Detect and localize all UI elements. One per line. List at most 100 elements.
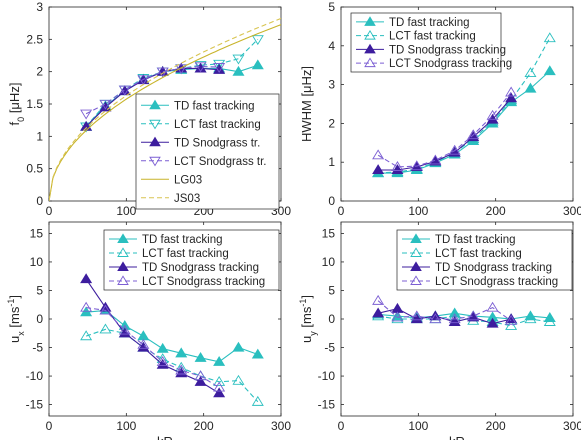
data-point [372,149,385,160]
data-point [99,304,112,315]
legend-label: TD fast tracking [435,234,516,246]
data-point [505,320,518,330]
data-point [448,144,461,155]
series-lct-snodgrass-tracking [372,86,518,171]
x-tick-label: 0 [46,419,53,433]
series-line [86,309,258,363]
data-point [505,314,518,325]
legend: TD fast tracking LCT fast tracking TD Snod… [103,229,280,291]
legend-label: LCT fast tracking [174,119,261,131]
series-line [49,17,281,201]
data-point [80,301,93,312]
x-tick-label: 100 [408,419,428,433]
y-axis-label-part: -1 [298,299,308,307]
y-tick-label: -5 [324,341,335,355]
data-point [410,313,423,324]
data-point [99,323,112,334]
y-tick-label: -10 [26,369,44,383]
legend-label: TD Snodgrass tracking [389,44,506,56]
legend-box [350,12,502,73]
legend-marker [364,43,376,54]
data-point [80,330,93,341]
legend-label: TD fast tracking [142,234,223,246]
series-lct-snodgrass-tr- [80,62,226,120]
data-point [251,348,264,359]
y-tick-label: 3 [328,78,335,92]
x-tick-label: 100 [408,204,428,218]
y-axis-label-part: f [7,121,22,125]
data-point [467,310,480,321]
panel-4: 0 100 200 300 -15 -10 -5 0 5 10 15 kR uy [ms-1] TD fa… [298,221,581,440]
plot-area [372,32,556,178]
series-line [49,24,281,201]
data-point [251,35,264,46]
series-line [378,37,551,174]
y-tick-label: 0 [328,312,335,326]
data-point [391,164,404,175]
y-axis-label-part: u [7,336,22,343]
data-point [448,313,461,324]
data-point [524,313,537,324]
legend-label: TD Snodgrass tracking [142,262,259,274]
data-point [372,307,385,318]
panel-2: 0 100 200 300 0 1 2 3 4 5 HWHM [μHz] TD fast tracki… [299,0,581,218]
y-tick-label: 2 [36,65,43,79]
legend-label: TD Snodgrass tracking [435,262,552,274]
y-axis-label-part: 0 [16,117,26,122]
legend-marker [149,156,161,167]
legend-marker [149,119,161,130]
data-point [213,387,226,398]
data-point [391,313,404,324]
legend-label: TD fast tracking [389,17,470,29]
data-point [118,324,131,335]
data-point [213,355,226,366]
y-axis-label-part: [ [7,109,22,117]
y-tick-label: 2 [328,116,335,130]
y-tick-label: 5 [328,0,335,14]
y-axis-label-part: -1 [6,299,16,307]
data-point [213,63,226,74]
legend-marker [410,233,422,243]
legend-label: LCT fast tracking [142,248,229,260]
data-point [505,92,518,103]
y-axis-label-part: μ [299,85,314,93]
x-axis-label: kR [449,434,465,440]
y-tick-label: 15 [30,226,44,240]
data-point [372,294,385,305]
legend-label: LCT Snodgrass tr. [174,156,266,168]
data-point [543,65,556,76]
legend-label: LCT Snodgrass tracking [435,276,558,288]
y-axis-label-part: x [16,331,26,336]
y-axis-label-part: [ms [299,306,314,331]
series-line [85,278,220,394]
x-tick-label: 0 [338,419,345,433]
data-point [543,32,556,43]
data-point [80,109,93,120]
data-point [486,301,499,312]
legend-marker [117,261,129,271]
y-axis-label: ux [ms-1] [6,295,26,343]
data-point [80,273,93,284]
data-point [213,59,226,70]
legend-marker [149,99,161,110]
y-tick-label: 15 [322,226,336,240]
y-tick-label: 5 [328,283,335,297]
data-point [232,374,245,385]
y-tick-label: 0.5 [26,162,43,176]
data-point [391,161,404,171]
x-tick-label: 0 [46,204,53,218]
legend-marker [117,233,129,243]
data-point [410,310,423,321]
y-axis-label: f0 [μHz] [7,83,26,126]
x-tick-label: 100 [116,419,136,433]
legend-marker [117,247,129,257]
y-axis-label-part: u [299,336,314,343]
y-tick-label: 3 [36,0,43,14]
x-tick-label: 100 [116,204,136,218]
legend-marker [117,275,129,285]
data-point [486,317,499,328]
